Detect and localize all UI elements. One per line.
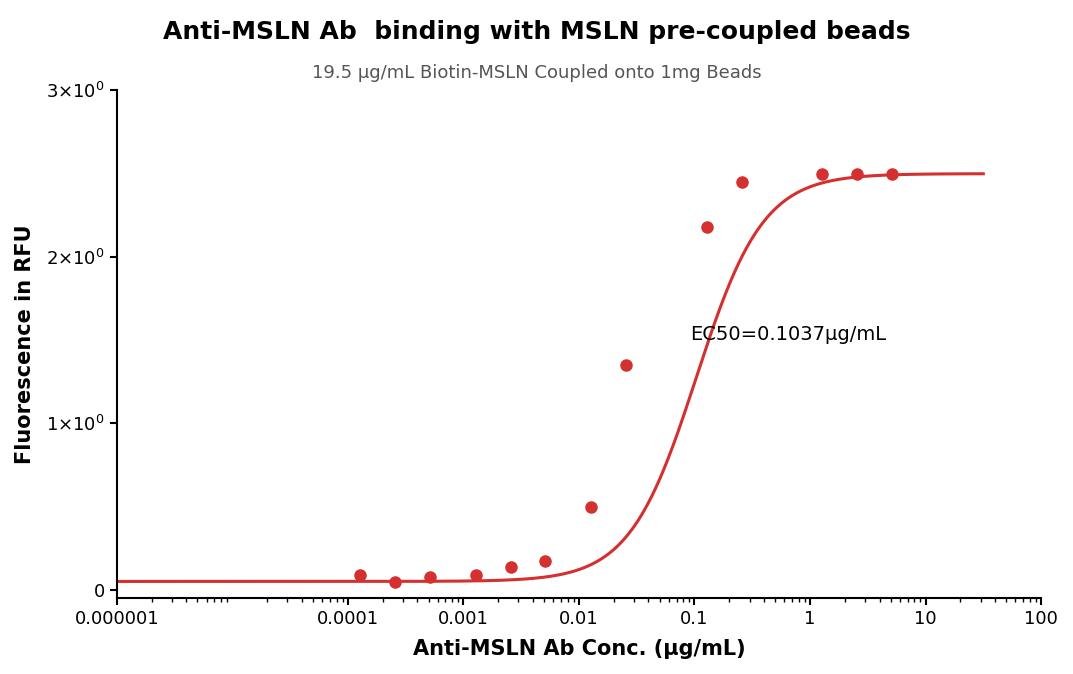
- Text: 19.5 μg/mL Biotin-MSLN Coupled onto 1mg Beads: 19.5 μg/mL Biotin-MSLN Coupled onto 1mg …: [311, 64, 762, 82]
- Y-axis label: Fluorescence in RFU: Fluorescence in RFU: [15, 224, 35, 464]
- X-axis label: Anti-MSLN Ab Conc. (μg/mL): Anti-MSLN Ab Conc. (μg/mL): [413, 639, 746, 659]
- Text: EC50=0.1037μg/mL: EC50=0.1037μg/mL: [690, 325, 886, 344]
- Text: Anti-MSLN Ab  binding with MSLN pre-coupled beads: Anti-MSLN Ab binding with MSLN pre-coupl…: [163, 20, 910, 44]
